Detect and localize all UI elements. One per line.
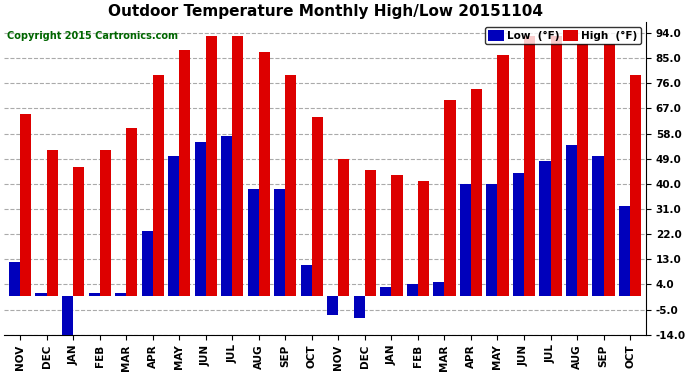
Bar	[354, 296, 365, 318]
Bar	[285, 75, 297, 296]
Bar	[380, 287, 391, 296]
Bar	[206, 36, 217, 296]
Bar	[88, 293, 99, 296]
Bar	[630, 75, 641, 296]
Bar	[126, 128, 137, 296]
Bar	[9, 262, 20, 296]
Bar	[566, 145, 577, 296]
Bar	[338, 159, 349, 296]
Bar	[407, 284, 418, 296]
Bar	[35, 293, 47, 296]
Title: Outdoor Temperature Monthly High/Low 20151104: Outdoor Temperature Monthly High/Low 201…	[108, 4, 542, 19]
Bar	[460, 184, 471, 296]
Bar	[619, 206, 630, 296]
Bar	[115, 293, 126, 296]
Bar	[593, 156, 604, 296]
Bar	[486, 184, 497, 296]
Bar	[418, 181, 429, 296]
Bar	[141, 231, 152, 296]
Bar	[47, 150, 58, 296]
Bar	[551, 36, 562, 296]
Bar	[444, 100, 455, 296]
Bar	[301, 265, 312, 296]
Text: Copyright 2015 Cartronics.com: Copyright 2015 Cartronics.com	[8, 31, 179, 41]
Bar	[312, 117, 323, 296]
Bar	[248, 189, 259, 296]
Bar	[471, 89, 482, 296]
Bar	[152, 75, 164, 296]
Legend: Low  (°F), High  (°F): Low (°F), High (°F)	[485, 27, 641, 44]
Bar	[195, 142, 206, 296]
Bar	[497, 55, 509, 296]
Bar	[577, 44, 588, 296]
Bar	[73, 167, 84, 296]
Bar	[391, 176, 402, 296]
Bar	[513, 172, 524, 296]
Bar	[327, 296, 338, 315]
Bar	[604, 44, 615, 296]
Bar	[168, 156, 179, 296]
Bar	[179, 50, 190, 296]
Bar	[62, 296, 73, 335]
Bar	[365, 170, 376, 296]
Bar	[274, 189, 285, 296]
Bar	[433, 282, 444, 296]
Bar	[259, 53, 270, 296]
Bar	[221, 136, 233, 296]
Bar	[233, 36, 244, 296]
Bar	[99, 150, 111, 296]
Bar	[20, 114, 31, 296]
Bar	[540, 162, 551, 296]
Bar	[524, 36, 535, 296]
